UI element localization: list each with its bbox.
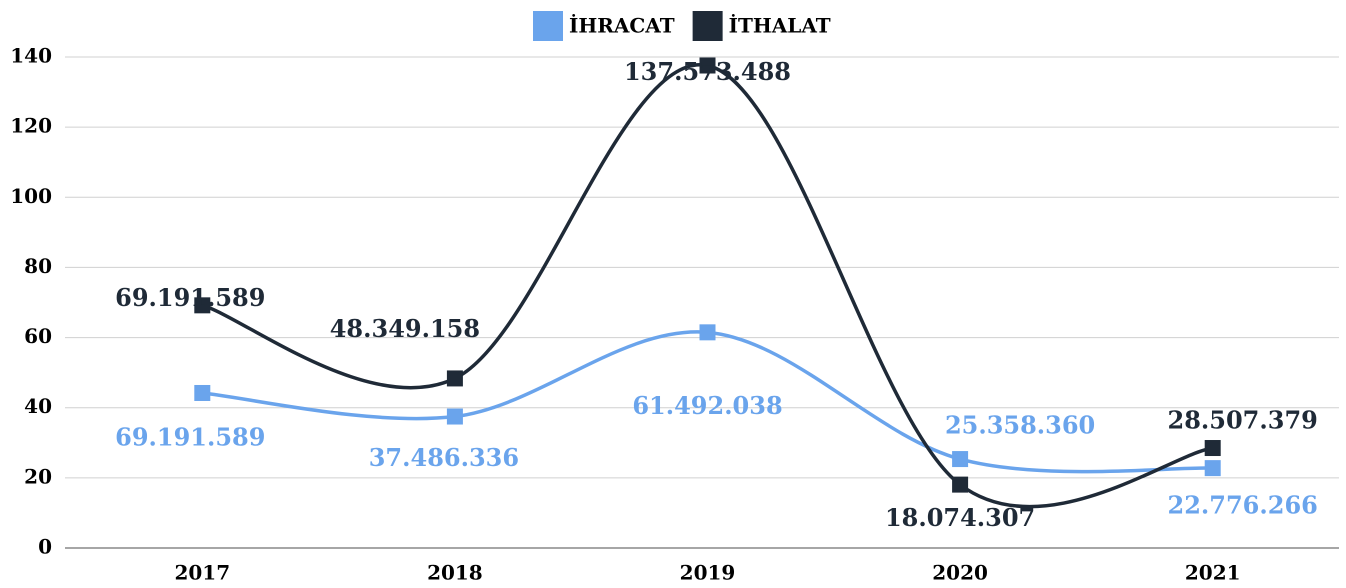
point-marker <box>699 57 716 74</box>
point-marker <box>446 370 463 387</box>
x-tick-label: 2020 <box>932 561 988 585</box>
data-label: 37.486.336 <box>369 443 519 472</box>
point-marker <box>699 324 716 341</box>
y-tick-label: 40 <box>24 394 52 418</box>
y-tick-label: 140 <box>10 44 52 68</box>
data-label: 137.573.488 <box>624 57 791 86</box>
data-label: 69.191.589 <box>115 283 265 312</box>
data-label: 25.358.360 <box>945 411 1095 440</box>
legend-swatch <box>692 11 723 41</box>
legend-label: İTHALAT <box>729 14 831 38</box>
data-label: 22.776.266 <box>1168 491 1318 520</box>
point-marker <box>1204 460 1221 477</box>
x-tick-label: 2021 <box>1185 561 1241 585</box>
x-tick-label: 2019 <box>680 561 736 585</box>
y-tick-label: 60 <box>24 324 52 348</box>
point-marker <box>446 408 463 425</box>
data-label: 69.191.589 <box>115 422 265 451</box>
x-tick-label: 2017 <box>174 561 230 585</box>
data-label: 48.349.158 <box>330 314 480 343</box>
y-tick-label: 80 <box>24 254 52 278</box>
point-marker <box>194 297 211 314</box>
point-marker <box>952 476 969 493</box>
legend-label: İHRACAT <box>569 14 675 38</box>
point-marker <box>952 451 969 468</box>
legend-swatch <box>533 11 563 41</box>
y-tick-label: 20 <box>24 464 52 488</box>
y-tick-label: 0 <box>38 535 52 559</box>
point-marker <box>1204 440 1221 457</box>
y-tick-label: 120 <box>10 114 52 138</box>
series-line <box>201 63 1213 509</box>
data-label: 18.074.307 <box>885 503 1035 532</box>
point-marker <box>194 384 211 401</box>
y-tick-label: 100 <box>10 184 52 208</box>
data-label: 28.507.379 <box>1168 406 1318 435</box>
x-tick-label: 2018 <box>427 561 483 585</box>
data-label: 61.492.038 <box>632 391 782 420</box>
